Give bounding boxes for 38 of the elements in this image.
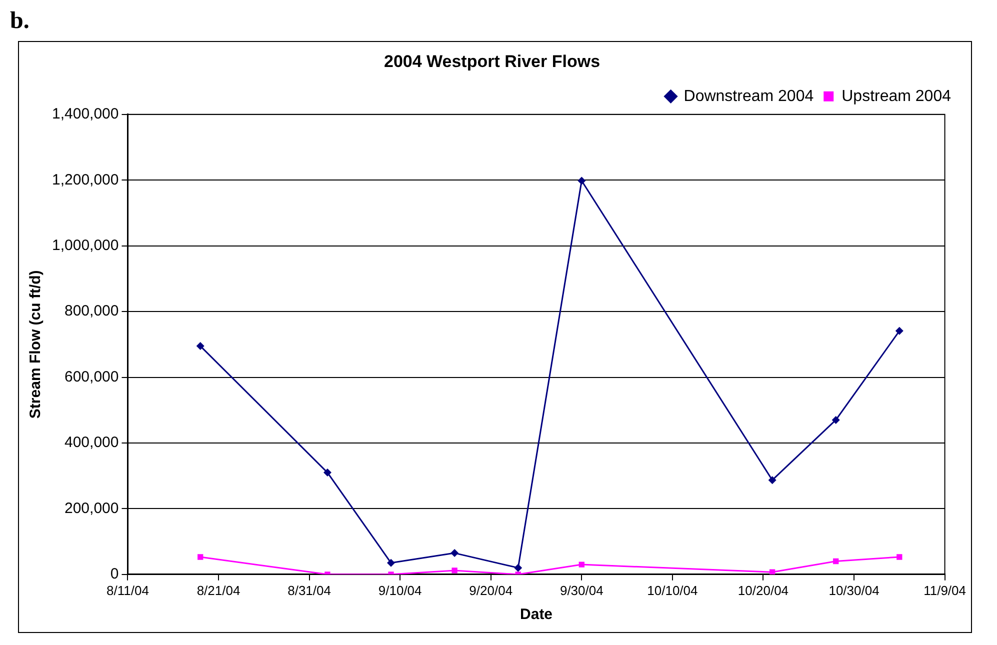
point (323, 468, 332, 477)
y-tick-label: 0 (110, 566, 119, 583)
y-axis-title: Stream Flow (cu ft/d) (27, 270, 44, 419)
point (198, 554, 204, 560)
legend-label: Upstream 2004 (842, 88, 952, 105)
point (514, 564, 522, 572)
point (578, 176, 586, 185)
legend-label: Downstream 2004 (684, 88, 814, 105)
x-axis-title: Date (520, 606, 553, 624)
point (896, 554, 902, 560)
y-tick-label: 1,400,000 (52, 106, 119, 123)
x-tick-label: 9/20/04 (469, 582, 513, 598)
point (832, 416, 840, 424)
text: b. (10, 8, 30, 35)
x-tick-label: 8/31/04 (288, 582, 331, 598)
x-tick-label: 10/30/04 (828, 582, 880, 598)
point (196, 342, 204, 350)
y-tick-label: 200,000 (64, 500, 119, 517)
point (833, 558, 839, 564)
chart-title: 2004 Westport River Flows (384, 52, 600, 71)
point (895, 326, 904, 335)
y-tick-label: 400,000 (64, 434, 119, 452)
point (578, 562, 584, 568)
x-tick-label: 10/20/04 (738, 582, 789, 598)
point (452, 568, 458, 574)
y-tick-label: 1,200,000 (52, 171, 119, 188)
y-tick-label: 800,000 (64, 302, 119, 320)
x-tick-label: 10/10/04 (647, 582, 698, 598)
y-tick-label: 600,000 (64, 368, 119, 386)
x-tick-label: 8/11/04 (106, 582, 149, 598)
y-tick-label: 1,000,000 (52, 236, 119, 254)
x-tick-label: 8/21/04 (196, 582, 240, 598)
x-tick-label: 9/10/04 (378, 582, 422, 598)
point (450, 549, 459, 558)
x-tick-label: 11/9/04 (924, 582, 966, 598)
point (387, 558, 396, 567)
x-tick-label: 9/30/04 (560, 582, 604, 598)
point (768, 476, 776, 484)
